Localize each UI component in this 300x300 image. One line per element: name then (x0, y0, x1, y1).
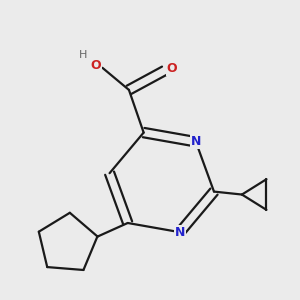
Text: N: N (175, 226, 185, 239)
Text: H: H (79, 50, 88, 60)
Text: O: O (91, 59, 101, 72)
Text: O: O (166, 62, 177, 75)
Text: N: N (191, 135, 201, 148)
